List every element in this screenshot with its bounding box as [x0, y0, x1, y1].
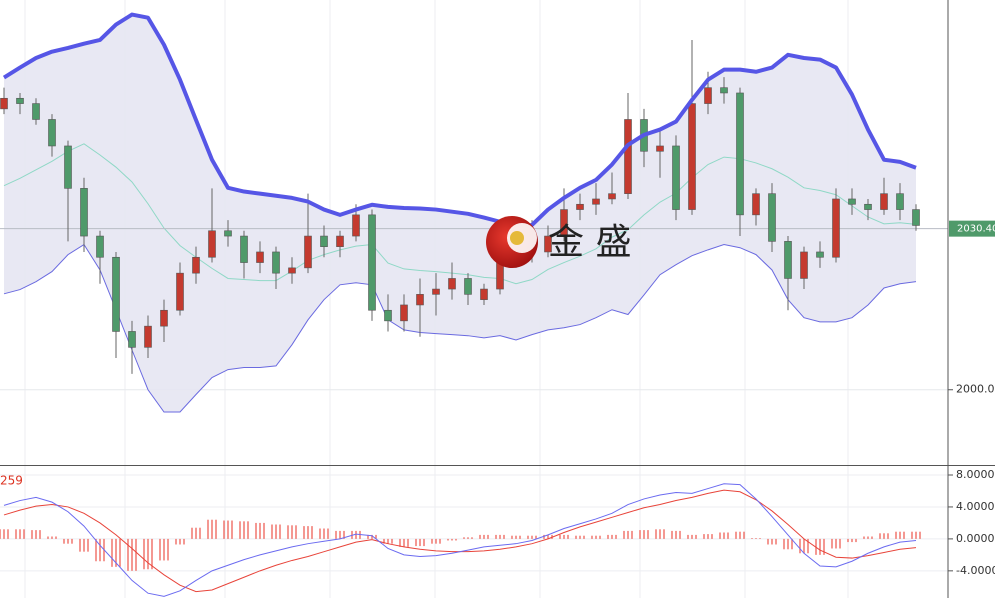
- candle-body: [128, 331, 136, 348]
- candle-body: [672, 145, 680, 210]
- candle-body: [336, 235, 344, 247]
- candle-body: [32, 103, 40, 120]
- candle-body: [912, 209, 920, 226]
- candle-body: [832, 198, 840, 258]
- candle-body: [320, 235, 328, 247]
- candle-body: [704, 87, 712, 104]
- indicator-label: 259: [0, 474, 23, 488]
- candle-body: [560, 209, 568, 237]
- candle-body: [224, 230, 232, 237]
- macd-panel: [0, 474, 948, 597]
- candle-body: [384, 309, 392, 322]
- candle-body: [656, 145, 664, 152]
- watermark-text: 金 盛: [548, 222, 631, 263]
- watermark-logo: [486, 216, 538, 268]
- candle-body: [304, 235, 312, 269]
- candle-body: [768, 193, 776, 242]
- candle-body: [448, 278, 456, 290]
- candle-body: [16, 97, 24, 104]
- candle-body: [272, 251, 280, 274]
- y-tick-label: 4.0000: [956, 500, 995, 513]
- candle-body: [368, 214, 376, 311]
- candle-body: [576, 203, 584, 210]
- dea-line: [3, 489, 917, 593]
- candle-body: [864, 203, 872, 210]
- middle-band: [3, 143, 917, 285]
- candle-body: [720, 87, 728, 94]
- candle-body: [784, 241, 792, 279]
- candle-body: [800, 251, 808, 279]
- candle-body: [0, 97, 8, 110]
- candle-body: [192, 256, 200, 274]
- lower-band: [3, 243, 917, 413]
- candle-body: [544, 235, 552, 253]
- dif-line: [3, 483, 917, 597]
- candle-body: [288, 267, 296, 274]
- candle-body: [112, 256, 120, 332]
- candle-body: [880, 193, 888, 210]
- y-tick-label: 8.0000: [956, 468, 995, 481]
- candle-body: [432, 288, 440, 295]
- candle-body: [80, 188, 88, 237]
- candle-body: [816, 251, 824, 258]
- candle-body: [896, 193, 904, 210]
- candle-body: [176, 272, 184, 311]
- candle-body: [480, 288, 488, 300]
- candle-body: [688, 103, 696, 210]
- candle-body: [352, 214, 360, 237]
- candle-body: [624, 119, 632, 194]
- candle-body: [64, 145, 72, 189]
- last-price-label: 2030.40: [957, 224, 995, 235]
- y-tick-label: 0.0000: [956, 532, 995, 545]
- candle-body: [400, 304, 408, 322]
- candle-body: [416, 294, 424, 306]
- price-panel: [0, 12, 948, 413]
- candle-body: [752, 193, 760, 216]
- candle-body: [256, 251, 264, 263]
- candle-body: [608, 193, 616, 200]
- candle-body: [464, 278, 472, 295]
- candle-body: [240, 235, 248, 263]
- last-price-box: [949, 220, 995, 237]
- candle-body: [96, 235, 104, 258]
- y-tick-label: 2000.00: [956, 383, 995, 396]
- candle-body: [736, 92, 744, 216]
- candle-body: [592, 198, 600, 205]
- y-tick-label: -4.0000: [956, 564, 995, 577]
- candle-body: [160, 309, 168, 327]
- candle-body: [144, 325, 152, 348]
- candle-body: [48, 119, 56, 147]
- candle-body: [848, 198, 856, 205]
- candle-body: [208, 230, 216, 258]
- upper-band: [2, 12, 917, 230]
